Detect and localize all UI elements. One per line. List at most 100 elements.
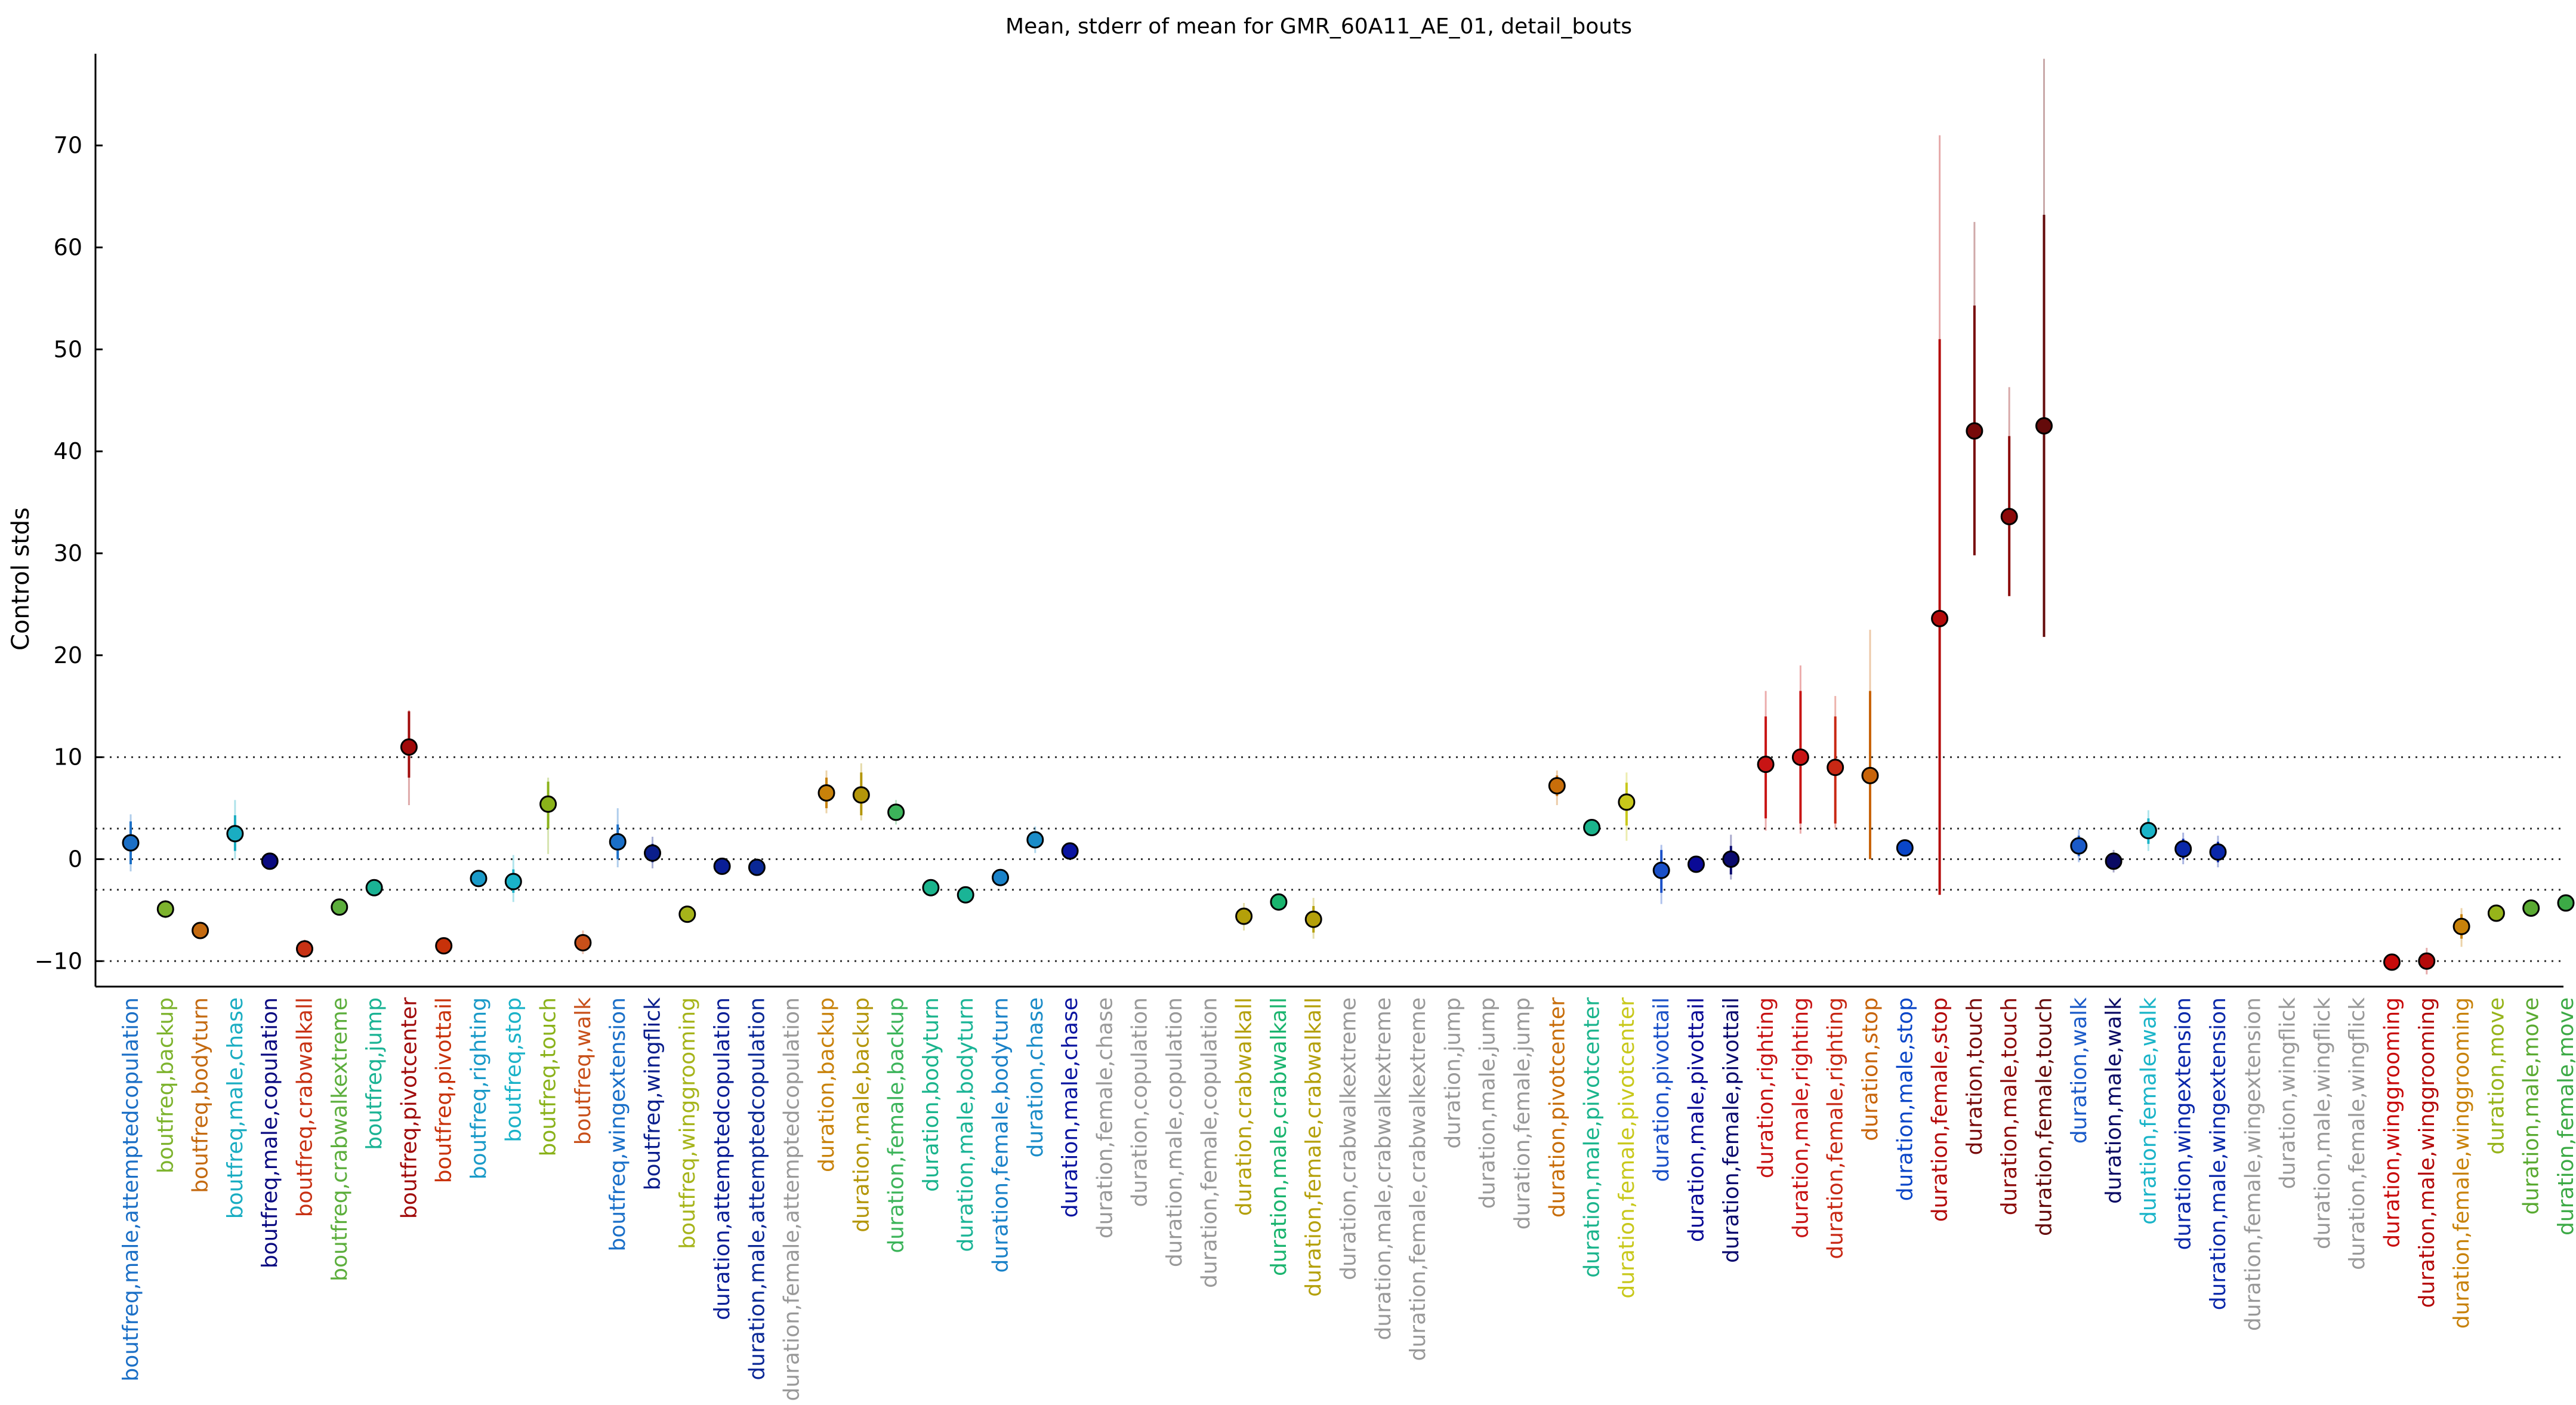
mean-marker-10	[470, 870, 488, 888]
mean-marker-5	[296, 940, 313, 958]
x-tick-label-49: duration,female,righting	[1824, 997, 1848, 1259]
x-tick-label-30: duration,male,copulation	[1162, 997, 1187, 1267]
mean-marker-7	[365, 879, 383, 896]
reference-lines	[95, 756, 2563, 962]
x-tick-label-51: duration,male,stop	[1893, 997, 1917, 1201]
x-tick-label-34: duration,female,crabwalkall	[1301, 997, 1326, 1297]
x-tick-label-65: duration,winggrooming	[2380, 997, 2405, 1248]
mean-marker-27	[1061, 842, 1079, 860]
mean-marker-67	[2452, 917, 2470, 935]
x-tick-label-15: boutfreq,wingflick	[641, 997, 665, 1191]
mean-marker-15	[644, 844, 661, 862]
mean-marker-25	[992, 868, 1009, 886]
mean-marker-70	[2557, 894, 2575, 912]
x-tick-label-3: boutfreq,male,chase	[223, 997, 248, 1219]
mean-marker-20	[817, 784, 835, 802]
x-tick-label-50: duration,stop	[1858, 997, 1883, 1141]
mean-marker-65	[2383, 953, 2401, 971]
x-tick-label-37: duration,female,crabwalkextreme	[1406, 997, 1430, 1361]
x-tick-label-63: duration,male,wingflick	[2310, 997, 2335, 1249]
x-tick-label-62: duration,wingflick	[2276, 997, 2300, 1190]
y-tick-label-3: 20	[54, 642, 82, 668]
x-tick-label-54: duration,male,touch	[1997, 997, 2022, 1215]
mean-marker-59	[2174, 840, 2192, 858]
x-tick-label-70: duration,female,move	[2554, 997, 2576, 1235]
mean-marker-52	[1931, 609, 1949, 627]
x-tick-label-6: boutfreq,crabwalkextreme	[328, 997, 352, 1281]
x-tick-label-35: duration,crabwalkextreme	[1337, 997, 1361, 1280]
mean-marker-24	[957, 886, 974, 904]
x-tick-label-44: duration,pivottail	[1649, 997, 1674, 1182]
x-tick-label-31: duration,female,copulation	[1197, 997, 1221, 1288]
mean-marker-6	[331, 898, 348, 916]
x-tick-label-22: duration,female,backup	[884, 997, 909, 1253]
chart-title: Mean, stderr of mean for GMR_60A11_AE_01…	[1005, 14, 1632, 39]
mean-marker-14	[609, 833, 627, 851]
y-tick-label-0: −10	[35, 948, 82, 974]
y-tick-label-1: 0	[68, 846, 82, 872]
x-tick-label-4: boutfreq,male,copulation	[258, 997, 282, 1268]
mean-marker-53	[1966, 422, 1983, 440]
mean-marker-43	[1618, 793, 1636, 811]
y-tick-label-4: 30	[54, 540, 82, 566]
x-tick-label-11: boutfreq,stop	[501, 997, 526, 1142]
x-tick-label-19: duration,female,attemptedcopulation	[780, 997, 804, 1401]
mean-marker-3	[226, 825, 244, 843]
x-tick-label-33: duration,male,crabwalkall	[1267, 997, 1291, 1276]
y-ticks: −10 0 10 20 30 40 50 60 70	[35, 133, 103, 974]
x-tick-label-60: duration,male,wingextension	[2206, 997, 2231, 1310]
mean-marker-33	[1270, 893, 1288, 911]
y-tick-label-8: 70	[54, 133, 82, 159]
x-tick-label-67: duration,female,winggrooming	[2449, 997, 2474, 1329]
x-tick-labels: boutfreq,male,attemptedcopulation boutfre…	[119, 997, 2576, 1401]
x-tick-label-48: duration,male,righting	[1788, 997, 1813, 1238]
markers	[122, 417, 2575, 971]
x-tick-label-45: duration,male,pivottail	[1685, 997, 1709, 1242]
x-tick-label-26: duration,chase	[1023, 997, 1048, 1158]
x-tick-label-40: duration,female,jump	[1510, 997, 1535, 1230]
mean-marker-69	[2522, 899, 2540, 917]
x-tick-label-55: duration,female,touch	[2032, 997, 2057, 1236]
x-tick-label-13: boutfreq,walk	[571, 997, 596, 1145]
x-tick-label-27: duration,male,chase	[1058, 997, 1082, 1218]
x-tick-label-53: duration,touch	[1963, 997, 1987, 1156]
x-tick-label-14: boutfreq,wingextension	[606, 997, 630, 1252]
axes	[94, 54, 2563, 988]
x-tick-label-68: duration,move	[2484, 997, 2509, 1154]
mean-marker-2	[192, 922, 209, 939]
mean-marker-50	[1861, 766, 1879, 784]
x-tick-label-12: boutfreq,touch	[536, 997, 561, 1157]
x-tick-label-20: duration,backup	[815, 997, 839, 1172]
mean-marker-57	[2105, 852, 2122, 870]
mean-marker-23	[922, 879, 940, 896]
x-tick-label-0: boutfreq,male,attemptedcopulation	[119, 997, 143, 1382]
y-tick-label-6: 50	[54, 336, 82, 362]
x-tick-label-46: duration,female,pivottail	[1719, 997, 1744, 1263]
x-tick-label-61: duration,female,wingextension	[2241, 997, 2265, 1331]
mean-marker-58	[2139, 822, 2157, 840]
mean-marker-55	[2035, 417, 2053, 435]
mean-marker-32	[1235, 907, 1253, 925]
x-tick-label-47: duration,righting	[1754, 997, 1778, 1178]
x-tick-label-16: boutfreq,winggrooming	[675, 997, 700, 1249]
mean-marker-46	[1722, 850, 1740, 868]
x-tick-label-43: duration,female,pivotcenter	[1615, 997, 1639, 1299]
x-tick-label-69: duration,male,move	[2519, 997, 2544, 1215]
mean-marker-47	[1757, 756, 1775, 774]
mean-marker-1	[156, 900, 174, 918]
mean-marker-44	[1652, 861, 1670, 879]
mean-marker-0	[122, 834, 140, 852]
x-tick-label-7: boutfreq,jump	[362, 997, 387, 1150]
mean-marker-42	[1583, 819, 1601, 837]
mean-marker-26	[1026, 831, 1044, 849]
mean-marker-16	[678, 905, 696, 923]
mean-marker-12	[539, 795, 557, 813]
x-tick-label-58: duration,female,walk	[2136, 997, 2161, 1225]
mean-marker-60	[2209, 843, 2227, 861]
x-tick-label-24: duration,male,bodyturn	[954, 997, 978, 1252]
x-tick-label-57: duration,male,walk	[2102, 997, 2126, 1204]
mean-marker-4	[261, 852, 279, 870]
mean-marker-41	[1548, 777, 1566, 794]
x-tick-label-23: duration,bodyturn	[919, 997, 943, 1192]
